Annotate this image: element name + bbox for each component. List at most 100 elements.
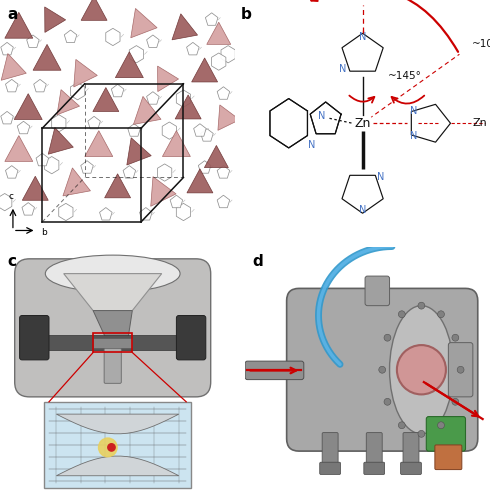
Circle shape [384, 398, 391, 405]
FancyBboxPatch shape [364, 462, 385, 474]
FancyBboxPatch shape [319, 462, 341, 474]
Polygon shape [22, 203, 34, 215]
Polygon shape [204, 145, 228, 168]
Polygon shape [176, 203, 191, 221]
Circle shape [418, 430, 425, 437]
FancyBboxPatch shape [287, 288, 478, 451]
Polygon shape [217, 87, 230, 99]
FancyBboxPatch shape [435, 445, 462, 469]
Polygon shape [123, 166, 136, 178]
Bar [93, 333, 132, 352]
Polygon shape [36, 153, 49, 166]
FancyBboxPatch shape [245, 361, 304, 380]
Polygon shape [85, 131, 113, 157]
FancyBboxPatch shape [366, 433, 382, 467]
Circle shape [452, 334, 459, 341]
Polygon shape [5, 79, 18, 92]
Polygon shape [81, 0, 107, 20]
Polygon shape [140, 208, 152, 220]
Polygon shape [45, 7, 66, 33]
Polygon shape [22, 176, 49, 200]
Polygon shape [5, 12, 33, 38]
Polygon shape [162, 131, 191, 157]
Polygon shape [194, 124, 206, 136]
Polygon shape [48, 128, 74, 154]
Polygon shape [187, 42, 199, 55]
Polygon shape [205, 13, 218, 25]
Polygon shape [198, 161, 211, 173]
Polygon shape [131, 8, 157, 38]
Text: b: b [240, 7, 251, 22]
Polygon shape [128, 124, 140, 136]
Polygon shape [115, 52, 144, 78]
FancyBboxPatch shape [401, 462, 421, 474]
Text: N: N [318, 111, 325, 121]
FancyBboxPatch shape [176, 316, 206, 360]
Circle shape [438, 422, 444, 429]
Polygon shape [217, 195, 230, 208]
Polygon shape [56, 456, 179, 476]
Polygon shape [14, 94, 42, 120]
Text: b: b [41, 228, 47, 238]
Text: d: d [252, 254, 263, 269]
Text: N: N [339, 64, 346, 74]
Polygon shape [0, 193, 12, 211]
Text: a: a [7, 7, 18, 22]
Polygon shape [5, 166, 18, 178]
Polygon shape [192, 58, 218, 82]
Polygon shape [201, 129, 213, 141]
Polygon shape [81, 161, 93, 173]
Polygon shape [26, 35, 39, 47]
Text: c: c [8, 192, 13, 201]
Text: N: N [308, 141, 316, 150]
Polygon shape [133, 97, 161, 124]
FancyBboxPatch shape [403, 433, 419, 467]
Polygon shape [45, 157, 59, 174]
Polygon shape [176, 90, 191, 107]
Circle shape [418, 302, 425, 309]
Text: c: c [7, 254, 16, 269]
Circle shape [457, 366, 464, 373]
Polygon shape [147, 35, 159, 47]
Polygon shape [93, 311, 132, 343]
FancyBboxPatch shape [44, 402, 191, 488]
Polygon shape [59, 203, 73, 221]
Circle shape [379, 366, 386, 373]
Polygon shape [175, 95, 201, 119]
FancyBboxPatch shape [426, 417, 466, 451]
Text: N: N [410, 106, 417, 116]
Polygon shape [63, 168, 91, 196]
Polygon shape [217, 166, 230, 178]
Polygon shape [111, 84, 124, 97]
Circle shape [98, 438, 117, 457]
Ellipse shape [390, 306, 453, 434]
Polygon shape [74, 60, 98, 87]
Polygon shape [51, 115, 66, 132]
Polygon shape [17, 121, 30, 134]
Circle shape [452, 398, 459, 405]
Polygon shape [162, 122, 176, 140]
Polygon shape [218, 105, 240, 130]
FancyBboxPatch shape [20, 316, 49, 360]
Polygon shape [88, 116, 100, 129]
Polygon shape [342, 34, 383, 71]
Polygon shape [64, 30, 77, 42]
Polygon shape [342, 176, 383, 213]
Bar [42, 335, 184, 350]
Polygon shape [212, 53, 226, 70]
Polygon shape [310, 102, 341, 134]
Polygon shape [158, 66, 178, 92]
Polygon shape [5, 136, 33, 162]
Polygon shape [151, 176, 176, 206]
Polygon shape [270, 99, 307, 148]
FancyBboxPatch shape [365, 276, 390, 306]
Polygon shape [187, 169, 213, 193]
Circle shape [398, 311, 405, 317]
Bar [93, 338, 132, 348]
Polygon shape [1, 42, 13, 55]
Circle shape [384, 334, 391, 341]
Text: ~109°: ~109° [472, 39, 490, 49]
Text: ~145°: ~145° [388, 71, 422, 81]
Polygon shape [106, 28, 120, 46]
Text: Zn: Zn [472, 118, 487, 128]
